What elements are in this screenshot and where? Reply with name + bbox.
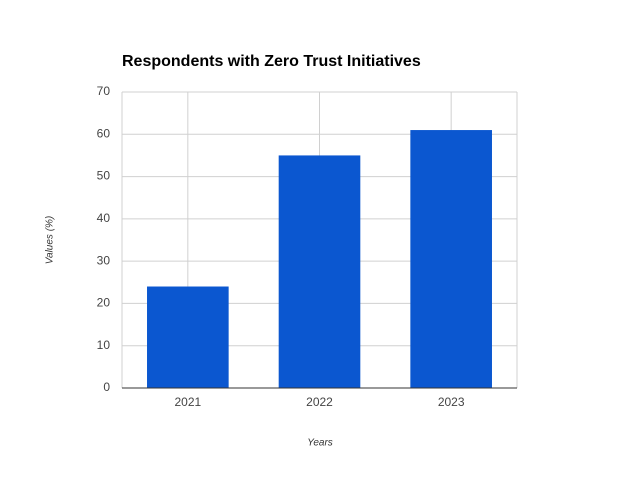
- bar: [410, 130, 492, 389]
- y-tick-label: 30: [97, 253, 111, 267]
- y-tick-label: 70: [97, 84, 111, 98]
- y-tick-label: 10: [97, 338, 111, 352]
- y-axis-title: Values (%): [45, 216, 56, 265]
- y-tick-label: 0: [103, 380, 110, 394]
- x-tick-label: 2022: [306, 395, 333, 409]
- y-tick-label: 60: [97, 126, 111, 140]
- y-tick-label: 40: [97, 211, 111, 225]
- y-tick-label: 20: [97, 296, 111, 310]
- bar: [278, 155, 361, 388]
- x-tick-label: 2021: [174, 395, 201, 409]
- y-tick-label: 50: [97, 169, 111, 183]
- chart-title: Respondents with Zero Trust Initiatives: [122, 53, 421, 70]
- x-axis-title: Years: [307, 438, 333, 449]
- bar: [147, 286, 229, 388]
- x-tick-label: 2023: [438, 395, 465, 409]
